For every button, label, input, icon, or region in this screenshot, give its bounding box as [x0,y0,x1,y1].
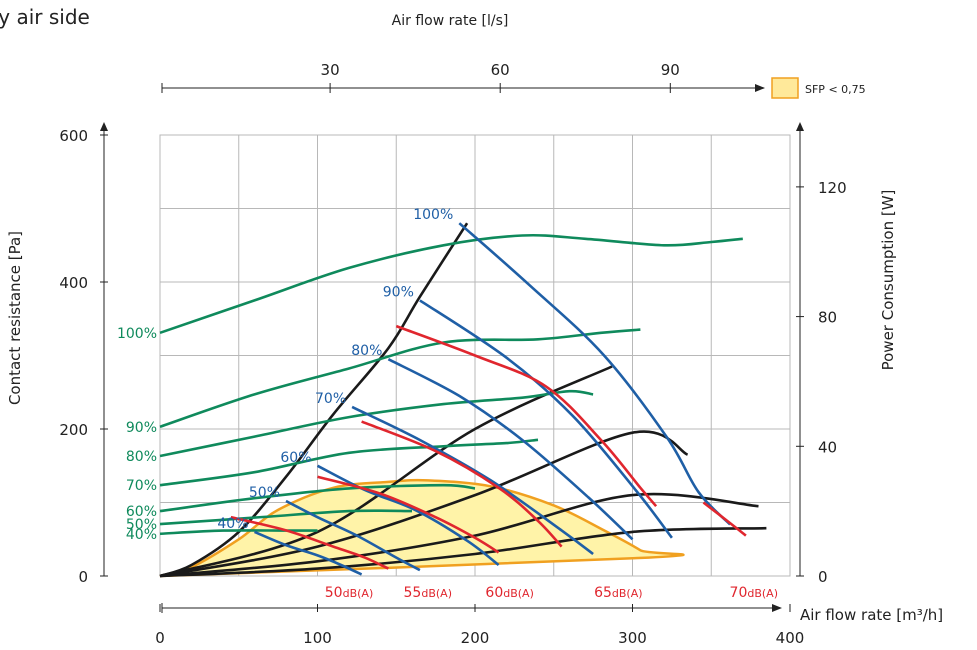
pressure-label: 40% [217,516,248,532]
x-tick-label: 100 [303,629,332,647]
y-tick-label: 400 [59,274,88,292]
pressure-curve-100 [458,222,732,526]
y-axis-label: Contact resistance [Pa] [6,231,24,405]
noise-label: 55dB(A) [404,585,452,601]
power-curve-40 [159,529,318,536]
pressure-curve-80 [387,358,634,541]
pressure-label: 60% [280,450,311,466]
system-curve-line [159,430,689,578]
y-tick-label: 200 [59,421,88,439]
pressure-label: 100% [413,207,453,223]
power-curve-50 [159,509,413,526]
y2-tick-label: 0 [818,568,828,586]
noise-curves [230,324,747,570]
pressure-label: 80% [351,343,382,359]
pressure-curve-70 [351,405,594,556]
y2-axis-arrow-icon [796,122,804,131]
noise-label: 70dB(A) [730,585,778,601]
noise-curve-70 [702,501,747,537]
top-tick-label: 30 [321,61,340,79]
pressure-label: 90% [383,284,414,300]
x-axis-label: Air flow rate [m³/h] [800,606,943,624]
power-label: 90% [126,420,157,436]
y2-axis-label: Power Consumption [W] [879,190,897,371]
power-curve-80 [159,389,594,458]
power-curve-90 [159,328,641,429]
x-tick-label: 0 [155,629,165,647]
power-label: 70% [126,478,157,494]
noise-curve-60 [361,420,563,548]
chart-title: ply air side [0,5,90,29]
y-tick-label: 600 [59,127,88,145]
top-axis-label: Air flow rate [l/s] [392,13,509,29]
axes [100,83,804,613]
y2-tick-label: 120 [818,179,847,197]
pressure-curve-50 [285,499,421,572]
x-axis-arrow-icon [772,604,782,612]
pressure-curve-60 [316,464,500,567]
power-label: 100% [117,326,157,342]
legend-label: SFP < 0,75 [805,83,866,96]
power-label: 80% [126,449,157,465]
y2-tick-label: 80 [818,309,837,327]
x-tick-label: 400 [776,629,805,647]
noise-label: 50dB(A) [325,585,373,601]
pressure-label: 70% [315,391,346,407]
y-tick-label: 0 [78,568,88,586]
power-curve-70 [159,438,539,487]
x-tick-label: 300 [618,629,647,647]
power-curves [159,233,743,536]
x-tick-label: 200 [461,629,490,647]
top-axis-arrow-icon [755,84,765,92]
chart-labels: 0 100 200 300 400 30 60 90 0 200 400 600 0 40 80 120 100… [59,61,846,647]
pressure-curve-40 [254,530,363,576]
system-curve-line [159,222,469,578]
system-curve-line [159,492,759,578]
system-curve-line [159,526,767,578]
power-label: 60% [126,504,157,520]
noise-label: 65dB(A) [594,585,642,601]
power-label: 40% [126,527,157,543]
pressure-curves [254,222,732,576]
y2-tick-label: 40 [818,438,837,456]
y-axis-arrow-icon [100,122,108,131]
pressure-curve-90 [419,299,673,539]
power-curve-60 [159,483,476,513]
noise-curve-50 [230,515,389,570]
power-curve-100 [159,233,743,335]
legend-swatch [771,77,799,99]
power-label: 50% [126,517,157,533]
pressure-label: 50% [249,485,280,501]
top-tick-label: 90 [661,61,680,79]
noise-label: 60dB(A) [485,585,533,601]
top-tick-label: 60 [491,61,510,79]
noise-curve-55 [317,475,500,554]
noise-curve-65 [395,324,658,508]
